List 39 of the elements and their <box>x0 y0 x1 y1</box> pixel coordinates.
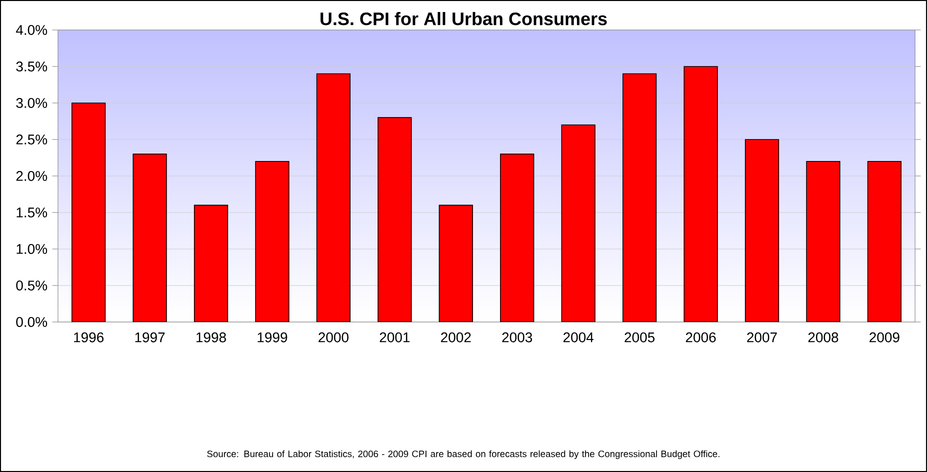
bar <box>255 160 290 322</box>
y-tick-label: 0.0% <box>16 317 48 327</box>
x-tick-label: 2004 <box>563 332 594 342</box>
source-note: Source: Bureau of Labor Statistics, 2006 - 2009 CPI are based on forecasts released by the Congressional Budget Office. <box>207 450 720 460</box>
bar <box>132 154 167 322</box>
bar <box>378 117 412 322</box>
x-tick-label: 2001 <box>380 332 410 342</box>
x-tick-label: 1996 <box>74 332 104 342</box>
x-tick-label: 2003 <box>502 332 532 342</box>
y-tick-label: 4.0% <box>16 25 48 35</box>
x-tick-label: 2002 <box>441 332 471 342</box>
bar <box>72 102 106 322</box>
y-tick-label: 0.5% <box>16 280 48 290</box>
y-tick-label: 1.0% <box>16 244 48 254</box>
bar <box>806 160 840 322</box>
bar <box>194 204 228 322</box>
bar <box>438 204 473 322</box>
bar <box>867 160 902 322</box>
y-tick-label: 2.0% <box>16 171 48 181</box>
x-tick-label: 2000 <box>318 332 348 342</box>
bar <box>744 139 780 322</box>
x-tick-label: 2009 <box>870 332 900 342</box>
y-tick-label: 2.5% <box>16 134 48 144</box>
bar <box>500 154 534 322</box>
x-tick-label: 1999 <box>258 332 288 342</box>
bar <box>561 124 596 322</box>
y-tick-label: 3.5% <box>16 62 48 72</box>
x-tick-label: 2005 <box>624 332 655 342</box>
x-tick-label: 2007 <box>747 332 777 342</box>
bar <box>622 73 657 322</box>
x-tick-label: 1997 <box>135 332 165 342</box>
y-tick-label: 3.0% <box>16 98 48 108</box>
chart-title: U.S. CPI for All Urban Consumers <box>320 12 607 26</box>
y-tick-label: 1.5% <box>16 208 48 218</box>
x-tick-label: 1998 <box>196 332 226 342</box>
x-tick-label: 2008 <box>808 332 838 342</box>
bar <box>316 73 351 322</box>
bar <box>684 66 718 322</box>
x-tick-label: 2006 <box>686 332 716 342</box>
